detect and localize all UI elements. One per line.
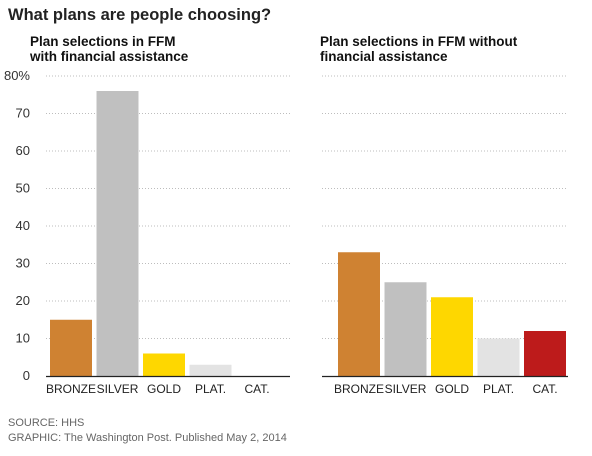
left-chart-title-line-2: with financial assistance — [30, 49, 189, 64]
left-bar-plat — [189, 364, 232, 376]
right-bar-gold — [431, 297, 473, 376]
page-title: What plans are people choosing? — [8, 6, 272, 24]
left-y-tick-label: 10 — [16, 331, 30, 346]
right-bar-cat — [524, 331, 566, 376]
right-x-tick-label: PLAT. — [483, 382, 514, 396]
left-y-tick-label: 70 — [16, 106, 30, 121]
left-y-tick-label: 40 — [16, 218, 30, 233]
right-x-tick-label: BRONZE — [334, 382, 384, 396]
left-bar-bronze — [50, 319, 92, 376]
right-chart-title-line-1: Plan selections in FFM without — [320, 34, 518, 49]
right-x-tick-label: GOLD — [435, 382, 469, 396]
left-y-tick-label: 50 — [16, 181, 30, 196]
left-y-tick-label: 60 — [16, 143, 30, 158]
left-x-tick-label: PLAT. — [195, 382, 226, 396]
right-bar-plat — [477, 338, 520, 376]
right-bar-bronze — [338, 252, 380, 376]
source-note: SOURCE: HHS — [8, 417, 85, 429]
left-y-tick-label: 20 — [16, 293, 30, 308]
right-chart-title-line-2: financial assistance — [320, 49, 448, 64]
left-chart-title-line-1: Plan selections in FFM — [30, 34, 176, 49]
right-x-tick-label: CAT. — [532, 382, 557, 396]
left-x-tick-label: CAT. — [244, 382, 269, 396]
left-y-tick-label: 0 — [23, 368, 30, 383]
left-x-tick-label: BRONZE — [46, 382, 96, 396]
left-y-tick-label: 30 — [16, 256, 30, 271]
right-bar-silver — [384, 282, 427, 376]
left-bar-gold — [143, 353, 185, 376]
right-chart-title: Plan selections in FFM without financial… — [320, 34, 580, 64]
left-x-tick-label: GOLD — [147, 382, 181, 396]
graphic-credit: GRAPHIC: The Washington Post. Published … — [8, 432, 287, 444]
left-bar-silver — [96, 91, 139, 376]
left-x-tick-label: SILVER — [97, 382, 139, 396]
right-x-tick-label: SILVER — [385, 382, 427, 396]
left-y-tick-label: 80% — [4, 68, 30, 83]
left-chart-title: Plan selections in FFM with financial as… — [30, 34, 270, 64]
